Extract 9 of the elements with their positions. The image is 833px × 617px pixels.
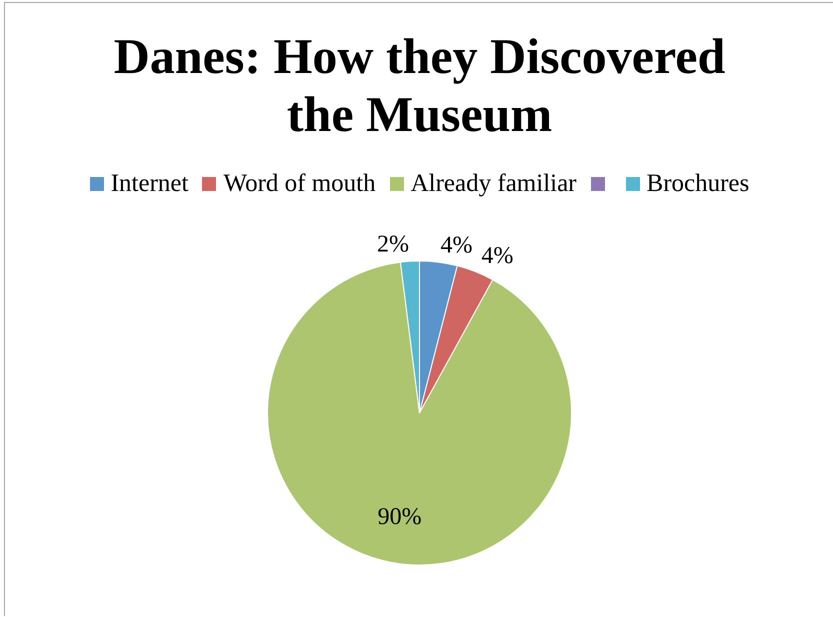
data-label: 90% [378,504,422,530]
legend-label: Already familiar [410,169,577,199]
legend-label: Word of mouth [223,169,376,199]
chart-title: Danes: How they Discovered the Museum [112,27,726,143]
data-label: 4% [481,243,514,270]
legend-label: Brochures [646,169,750,199]
data-label: 2% [376,232,409,258]
data-label: 4% [440,232,473,259]
legend-label: Internet [110,169,188,199]
